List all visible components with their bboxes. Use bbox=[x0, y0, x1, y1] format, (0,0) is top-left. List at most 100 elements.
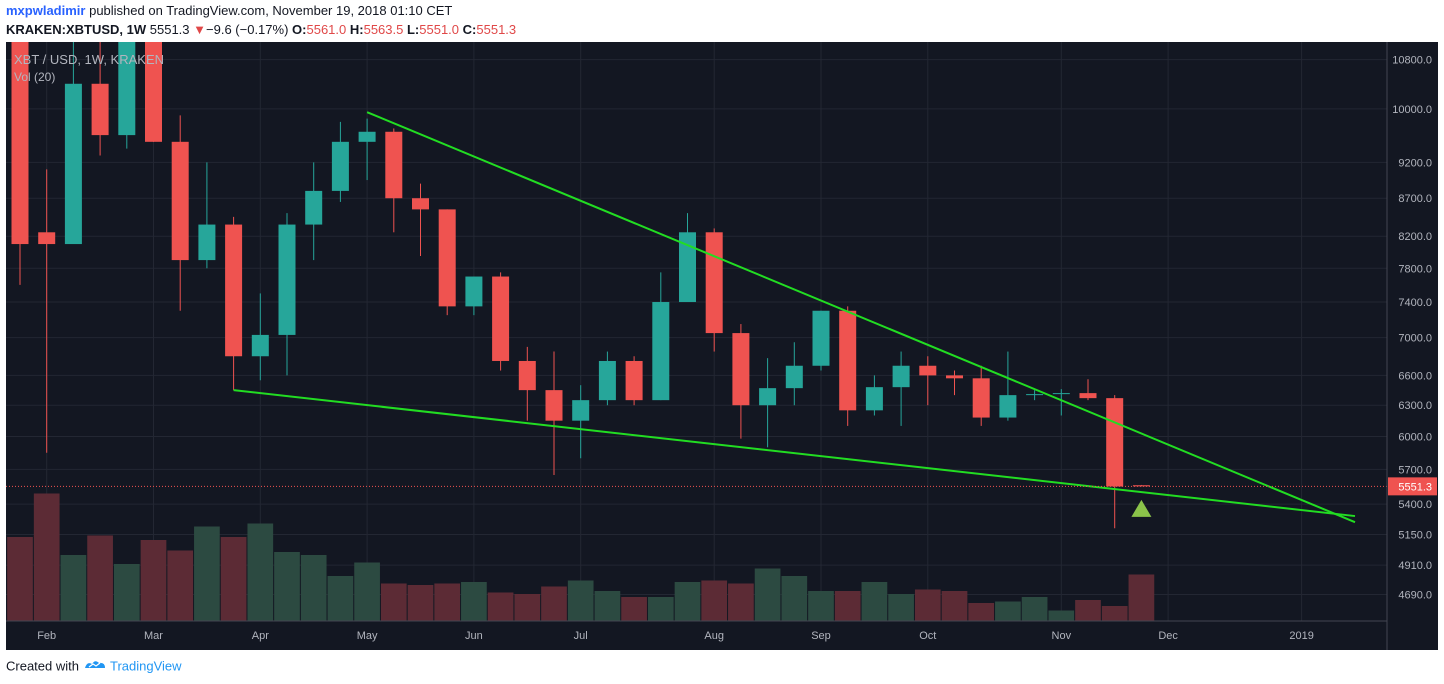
candle-body bbox=[839, 310, 857, 411]
candle-body bbox=[705, 232, 723, 334]
price-tick-label: 7800.0 bbox=[1398, 263, 1432, 275]
candle-body bbox=[412, 198, 429, 210]
tradingview-link[interactable]: TradingView bbox=[110, 658, 182, 674]
candle-body bbox=[438, 209, 456, 307]
volume-bar bbox=[995, 601, 1021, 621]
volume-bars bbox=[7, 493, 1155, 621]
high-value: 5563.5 bbox=[363, 22, 404, 37]
volume-bar bbox=[541, 586, 567, 621]
volume-bar bbox=[861, 582, 888, 621]
candle-body bbox=[865, 387, 883, 411]
candle-body bbox=[118, 24, 136, 136]
candle-body bbox=[598, 360, 616, 401]
author-link[interactable]: mxpwladimir bbox=[6, 3, 86, 18]
candle-body bbox=[679, 232, 696, 303]
open-label: O: bbox=[292, 22, 307, 37]
volume-bar bbox=[808, 591, 834, 621]
price-tick-label: 7000.0 bbox=[1398, 333, 1432, 345]
volume-bar bbox=[327, 576, 354, 621]
high-label: H: bbox=[349, 22, 364, 37]
candle-body bbox=[999, 395, 1017, 418]
candle-body bbox=[11, 24, 29, 245]
volume-bar bbox=[567, 580, 594, 621]
volume-bar bbox=[1021, 597, 1048, 621]
candle-body bbox=[1079, 393, 1097, 399]
candle-body bbox=[812, 310, 830, 366]
candle-body bbox=[251, 334, 269, 357]
candle-body bbox=[892, 365, 910, 388]
volume-bar bbox=[781, 576, 808, 621]
time-tick-label: Mar bbox=[144, 630, 163, 642]
candle-body bbox=[972, 378, 990, 418]
volume-bar bbox=[834, 591, 861, 621]
ohlc-legend: KRAKEN:XBTUSD, 1W 5551.3 ▼−9.6 (−0.17%) … bbox=[6, 22, 516, 38]
candle-body bbox=[545, 390, 563, 421]
volume-bar bbox=[941, 591, 968, 621]
volume-bar bbox=[1128, 574, 1155, 621]
time-tick-label: Jul bbox=[574, 630, 588, 642]
chart-area[interactable]: 10800.0 10000.0 9200.0 8700.0 8200.0 7800.0 74… bbox=[6, 13, 1438, 650]
candle-body bbox=[331, 141, 349, 191]
last-price-label: 5551.3 bbox=[1398, 481, 1432, 493]
open-value: 5561.0 bbox=[306, 22, 347, 37]
price-tick-label: 8200.0 bbox=[1398, 231, 1432, 243]
candle-body bbox=[1026, 394, 1044, 396]
candle-body bbox=[492, 276, 510, 361]
price-change: −9.6 (−0.17%) bbox=[206, 22, 289, 37]
volume-bar bbox=[621, 597, 647, 621]
volume-bar bbox=[914, 589, 941, 621]
volume-bar bbox=[87, 535, 113, 621]
chart-title: XBT / USD, 1W, KRAKEN bbox=[14, 52, 164, 67]
lower-trendline bbox=[233, 389, 1356, 518]
time-tick-label: Jun bbox=[465, 630, 483, 642]
price-tick-label: 10000.0 bbox=[1392, 104, 1432, 116]
time-axis[interactable]: Feb Mar Apr May Jun Jul Aug Sep Oct Nov Dec 2019 bbox=[37, 630, 1314, 642]
volume-bar bbox=[728, 583, 754, 621]
volume-bar bbox=[354, 562, 380, 621]
price-tick-label: 5700.0 bbox=[1398, 464, 1432, 476]
volume-bar bbox=[300, 555, 327, 621]
candle-body bbox=[38, 232, 56, 245]
volume-bar bbox=[1101, 606, 1128, 621]
footer: Created with TradingView bbox=[6, 658, 182, 676]
candle-body bbox=[572, 400, 590, 421]
time-tick-label: 2019 bbox=[1289, 630, 1313, 642]
price-axis[interactable]: 10800.0 10000.0 9200.0 8700.0 8200.0 7800.0 74… bbox=[1388, 55, 1437, 602]
volume-bar bbox=[674, 582, 701, 621]
volume-bar bbox=[968, 603, 995, 621]
price-tick-label: 5400.0 bbox=[1398, 499, 1432, 511]
price-chart[interactable]: 10800.0 10000.0 9200.0 8700.0 8200.0 7800.0 74… bbox=[6, 13, 1438, 650]
candle-body bbox=[171, 141, 189, 261]
candle-body bbox=[946, 375, 963, 379]
volume-bar bbox=[1048, 610, 1075, 621]
volume-bar bbox=[434, 583, 461, 621]
last-price-badge bbox=[1388, 477, 1437, 496]
volume-bar bbox=[754, 568, 781, 621]
volume-bar bbox=[514, 594, 541, 621]
volume-bar bbox=[461, 582, 487, 621]
volume-bar bbox=[274, 552, 300, 621]
price-tick-label: 6000.0 bbox=[1398, 432, 1432, 444]
candle-body bbox=[91, 83, 109, 136]
buy-signal-icon bbox=[1131, 499, 1152, 517]
symbol-label: KRAKEN:XBTUSD, 1W bbox=[6, 22, 147, 37]
volume-bar bbox=[7, 537, 33, 621]
price-tick-label: 6600.0 bbox=[1398, 370, 1432, 382]
volume-bar bbox=[140, 540, 167, 621]
volume-bar bbox=[1075, 600, 1101, 621]
volume-bar bbox=[33, 493, 60, 621]
candle-body bbox=[1106, 398, 1124, 487]
price-tick-label: 9200.0 bbox=[1398, 157, 1432, 169]
candle-body bbox=[358, 131, 376, 142]
candle-body bbox=[305, 190, 323, 225]
upper-trendline bbox=[366, 111, 1356, 524]
candle-body bbox=[518, 360, 536, 391]
time-tick-label: Feb bbox=[37, 630, 56, 642]
volume-bar bbox=[701, 580, 728, 621]
time-tick-label: Aug bbox=[704, 630, 724, 642]
volume-bar bbox=[888, 594, 914, 621]
candles bbox=[11, 13, 1150, 529]
candle-body bbox=[652, 302, 670, 401]
candle-body bbox=[732, 333, 750, 406]
published-text: published on TradingView.com, November 1… bbox=[89, 3, 453, 18]
